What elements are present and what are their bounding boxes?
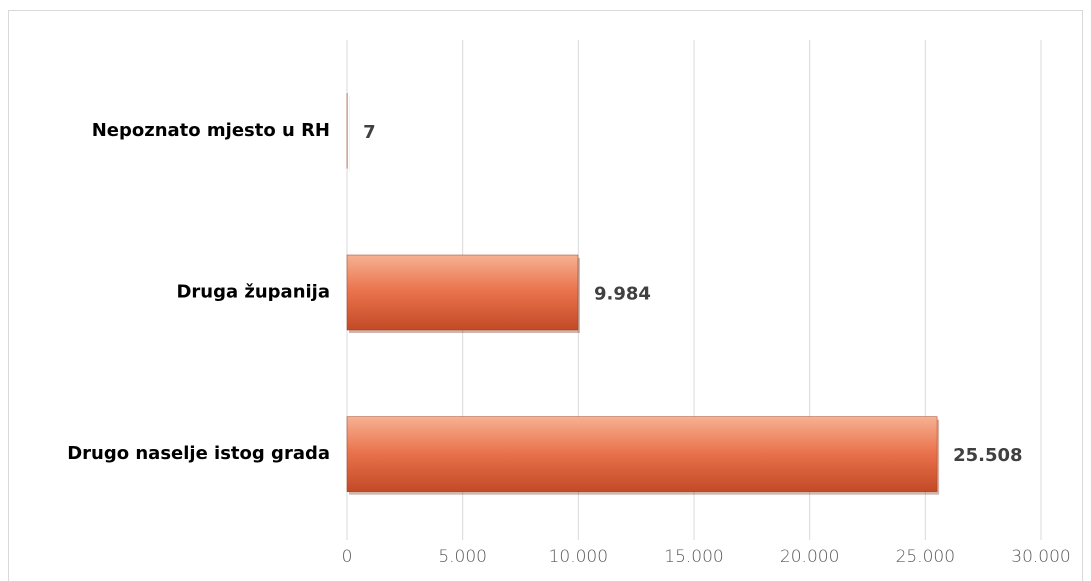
chart-border xyxy=(8,10,1083,581)
x-tick-label: 20.000 xyxy=(780,547,839,567)
bar xyxy=(346,416,938,492)
x-tick-label: 15.000 xyxy=(664,547,723,567)
value-label: 25.508 xyxy=(953,445,1022,466)
x-tick-label: 30.000 xyxy=(1011,547,1070,567)
x-tick-label: 0 xyxy=(342,547,353,567)
y-tick-label: Nepoznato mjesto u RH xyxy=(92,120,330,141)
x-tick-label: 25.000 xyxy=(896,547,955,567)
bar xyxy=(346,254,579,331)
value-label: 9.984 xyxy=(594,284,651,305)
y-tick-label: Druga županija xyxy=(176,282,330,303)
x-tick-label: 10.000 xyxy=(549,547,608,567)
y-tick-label: Drugo naselje istog grada xyxy=(67,443,330,464)
x-tick-label: 5.000 xyxy=(438,547,487,567)
value-label: 7 xyxy=(363,122,376,143)
